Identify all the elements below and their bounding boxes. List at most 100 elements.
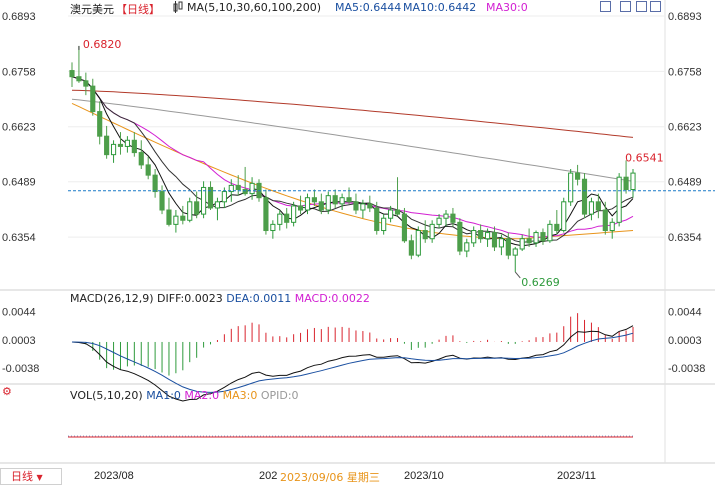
- ma10-line: [71, 76, 634, 243]
- vol-ma3: MA3:0: [222, 389, 258, 402]
- y-tick-right: 0.6893: [668, 11, 702, 23]
- candle-body: [561, 201, 567, 232]
- candle-body: [221, 191, 227, 203]
- candle-body: [180, 215, 186, 221]
- candle-body: [353, 201, 359, 211]
- y-tick-left: 0.6489: [2, 177, 36, 189]
- candle-body: [104, 135, 110, 156]
- settings-icon[interactable]: ⚙: [2, 386, 12, 398]
- candle-body: [117, 143, 124, 147]
- candle-body: [131, 139, 137, 154]
- macd-y-tick-right: 0.0044: [668, 307, 702, 319]
- candle-body: [242, 189, 248, 195]
- prev-icon[interactable]: [636, 1, 647, 12]
- low-label: 0.6269: [521, 276, 560, 289]
- cursor-date-label: 2023/09/06 星期三: [280, 469, 380, 485]
- candle-body: [138, 152, 144, 166]
- vol-ma2: MA2:0: [184, 389, 220, 402]
- candle-body: [602, 209, 608, 232]
- pin-icon[interactable]: [620, 1, 631, 12]
- y-tick-right: 0.6758: [668, 66, 702, 78]
- x-tick-2: 202: [259, 470, 278, 482]
- ma5-value: MA5:0.6444: [335, 1, 402, 14]
- candle-body: [367, 203, 373, 209]
- candle-body: [422, 230, 428, 240]
- candle-body: [83, 80, 89, 87]
- candle-body: [630, 172, 636, 191]
- macd-y-tick-left: 0.0044: [2, 307, 36, 319]
- candle-body: [277, 213, 283, 225]
- macd-diff-line: [71, 325, 634, 402]
- x-tick-1: 2023/08: [94, 470, 134, 482]
- candle-body: [429, 223, 435, 240]
- candle-body: [346, 197, 352, 203]
- period-button[interactable]: 日线 ▼: [0, 468, 62, 485]
- y-tick-left: 0.6758: [2, 66, 36, 78]
- candle-body: [159, 191, 165, 211]
- macd-diff: DIFF:0.0023: [157, 292, 223, 305]
- period-button-label: 日线: [11, 470, 33, 483]
- candle-body: [270, 223, 276, 232]
- candle-body: [374, 207, 380, 232]
- candle-body: [450, 213, 456, 223]
- candle-body: [332, 195, 338, 205]
- candle-body: [464, 242, 470, 252]
- candle-body: [173, 215, 179, 225]
- candle-body: [415, 230, 421, 256]
- macd-dea-line: [71, 332, 634, 393]
- candle-body: [284, 213, 290, 223]
- grid-icon[interactable]: [600, 1, 611, 12]
- candle-body: [471, 230, 477, 244]
- low-marker: [514, 271, 521, 279]
- chevron-down-icon: ▼: [36, 473, 43, 482]
- candle-body: [381, 217, 387, 232]
- vol-header: VOL(5,10,20) MA1:0 MA2:0 MA3:0 OPID:0: [70, 389, 299, 402]
- candle-body: [194, 201, 200, 215]
- ma30-value: MA30:0: [486, 1, 528, 14]
- candle-body: [339, 197, 345, 205]
- ma-params-label: MA(5,10,30,60,100,200): [187, 1, 322, 14]
- candle-body: [249, 182, 255, 195]
- x-tick-3: 2023/10: [404, 470, 444, 482]
- candle-body: [554, 223, 560, 232]
- macd-y-tick-left: 0.0003: [2, 335, 36, 347]
- candle-body: [201, 186, 207, 215]
- macd-params: MACD(26,12,9): [70, 292, 154, 305]
- candle-body: [187, 201, 193, 221]
- candle-body: [512, 248, 518, 256]
- candle-body: [609, 221, 615, 232]
- candle-body: [526, 238, 532, 244]
- candle-body: [166, 209, 172, 225]
- candle-body: [76, 76, 82, 82]
- macd-value: MACD:0.0022: [294, 292, 370, 305]
- chart-header: 澳元美元 【日线】 MA(5,10,30,60,100,200) MA5:0.6…: [0, 0, 600, 16]
- candle-body: [388, 209, 394, 219]
- candle-body: [90, 85, 96, 113]
- x-tick-4: 2023/11: [557, 470, 596, 482]
- candle-icon[interactable]: [173, 1, 183, 16]
- candle-body: [311, 197, 317, 203]
- y-tick-right: 0.6623: [668, 122, 702, 134]
- candle-body: [207, 186, 214, 209]
- period-label: 【日线】: [116, 3, 160, 16]
- macd-y-tick-right: -0.0038: [668, 363, 705, 375]
- ma5-line: [71, 76, 634, 247]
- candle-body: [401, 213, 408, 242]
- vol-params: VOL(5,10,20): [70, 389, 143, 402]
- candle-body: [408, 240, 414, 256]
- candle-body: [498, 238, 504, 248]
- candle-body: [491, 232, 498, 248]
- candle-body: [304, 197, 311, 211]
- candle-body: [291, 205, 297, 223]
- candle-body: [457, 221, 463, 252]
- candle-body: [214, 201, 221, 209]
- y-tick-right: 0.6489: [668, 177, 702, 189]
- candle-body: [97, 111, 103, 137]
- candle-body: [297, 205, 304, 211]
- macd-y-tick-right: 0.0003: [668, 335, 702, 347]
- next-icon[interactable]: [650, 1, 661, 12]
- candle-body: [152, 174, 158, 193]
- candle-body: [547, 223, 553, 242]
- candle-body: [623, 176, 629, 191]
